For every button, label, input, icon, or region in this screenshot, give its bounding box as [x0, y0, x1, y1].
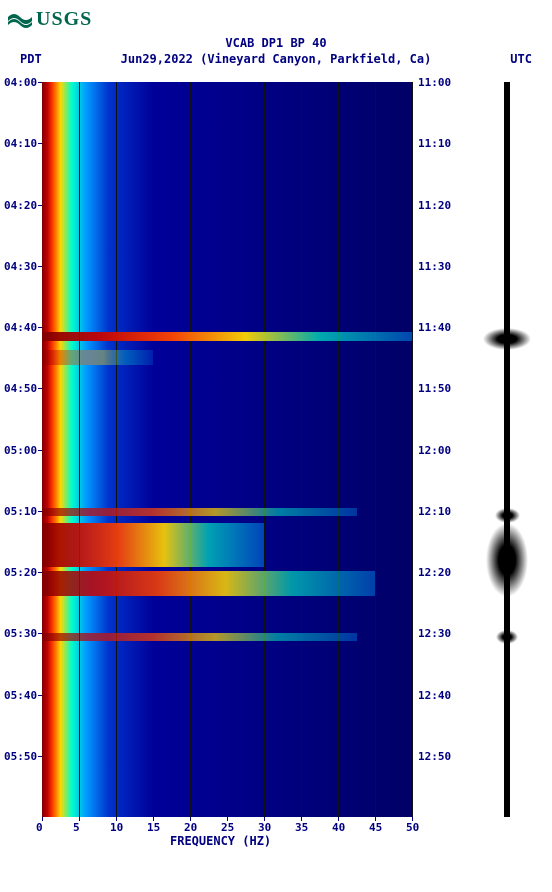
y-left-tick: 04:20	[4, 199, 37, 212]
x-tick	[116, 817, 117, 821]
seismic-event	[42, 508, 357, 515]
y-left-tick: 04:00	[4, 76, 37, 89]
seismic-event	[42, 571, 375, 597]
y-left-tick: 05:40	[4, 689, 37, 702]
waveform	[482, 82, 532, 817]
y-right-tick: 12:20	[418, 566, 451, 579]
chart-title: VCAB DP1 BP 40	[0, 36, 552, 50]
x-tick	[227, 817, 228, 821]
y-right-tick: 12:00	[418, 444, 451, 457]
y-right-tick: 12:30	[418, 627, 451, 640]
grid-line	[301, 82, 302, 817]
y-left-tick: 05:10	[4, 505, 37, 518]
y-left-tick: 05:50	[4, 750, 37, 763]
tick	[38, 633, 42, 634]
y-right-tick: 11:20	[418, 199, 451, 212]
grid-line	[190, 82, 191, 817]
x-tick	[79, 817, 80, 821]
x-tick-label: 25	[221, 821, 234, 834]
y-right-tick: 11:00	[418, 76, 451, 89]
y-left-tick: 04:30	[4, 260, 37, 273]
y-left-tick: 05:20	[4, 566, 37, 579]
x-tick	[153, 817, 154, 821]
x-tick-label: 0	[36, 821, 43, 834]
x-tick-label: 15	[147, 821, 160, 834]
tick	[38, 82, 42, 83]
x-tick	[338, 817, 339, 821]
x-tick-label: 35	[295, 821, 308, 834]
grid-line	[116, 82, 117, 817]
x-tick	[412, 817, 413, 821]
y-right-tick: 12:40	[418, 689, 451, 702]
x-axis-title: FREQUENCY (HZ)	[170, 834, 271, 848]
grid-line	[338, 82, 339, 817]
grid-line	[412, 82, 413, 817]
waveform-burst	[495, 508, 520, 523]
left-tz-label: PDT	[20, 52, 42, 66]
header-location: (Vineyard Canyon, Parkfield, Ca)	[200, 52, 431, 66]
tick	[38, 388, 42, 389]
x-tick	[375, 817, 376, 821]
tick	[38, 695, 42, 696]
y-left-tick: 05:00	[4, 444, 37, 457]
x-tick-label: 20	[184, 821, 197, 834]
y-right-tick: 11:30	[418, 260, 451, 273]
tick	[38, 450, 42, 451]
tick	[38, 205, 42, 206]
y-left-tick: 05:30	[4, 627, 37, 640]
grid-line	[79, 82, 80, 817]
y-right-tick: 12:10	[418, 505, 451, 518]
waveform-burst	[486, 523, 529, 597]
y-right-tick: 11:50	[418, 382, 451, 395]
usgs-logo: USGS	[8, 8, 92, 31]
date-location: Jun29,2022 (Vineyard Canyon, Parkfield, …	[121, 52, 432, 66]
x-tick-label: 50	[406, 821, 419, 834]
y-right-tick: 12:50	[418, 750, 451, 763]
x-tick-label: 10	[110, 821, 123, 834]
x-tick-label: 30	[258, 821, 271, 834]
tick	[38, 143, 42, 144]
waveform-baseline	[504, 82, 510, 817]
usgs-logo-text: USGS	[36, 8, 92, 31]
x-tick	[301, 817, 302, 821]
grid-line	[153, 82, 154, 817]
right-tz-label: UTC	[510, 52, 532, 66]
y-left-tick: 04:40	[4, 321, 37, 334]
tick	[38, 572, 42, 573]
y-right-tick: 11:10	[418, 137, 451, 150]
x-tick-label: 45	[369, 821, 382, 834]
x-tick	[264, 817, 265, 821]
x-tick	[42, 817, 43, 821]
waveform-burst	[496, 630, 519, 645]
tick	[38, 756, 42, 757]
spectrogram	[42, 82, 412, 817]
seismic-event	[42, 332, 412, 341]
tick	[38, 511, 42, 512]
seismic-event	[42, 350, 153, 365]
grid-line	[264, 82, 265, 817]
tick	[38, 266, 42, 267]
chart-header: VCAB DP1 BP 40 PDT Jun29,2022 (Vineyard …	[0, 36, 552, 66]
waveform-burst	[483, 328, 531, 350]
y-left-tick: 04:10	[4, 137, 37, 150]
seismic-event	[42, 633, 357, 640]
seismic-event	[42, 523, 264, 567]
x-tick-label: 40	[332, 821, 345, 834]
header-date: Jun29,2022	[121, 52, 193, 66]
grid-line	[375, 82, 376, 817]
x-tick-label: 5	[73, 821, 80, 834]
usgs-wave-icon	[8, 11, 32, 29]
y-left-tick: 04:50	[4, 382, 37, 395]
grid-line	[227, 82, 228, 817]
x-tick	[190, 817, 191, 821]
y-right-tick: 11:40	[418, 321, 451, 334]
tick	[38, 327, 42, 328]
